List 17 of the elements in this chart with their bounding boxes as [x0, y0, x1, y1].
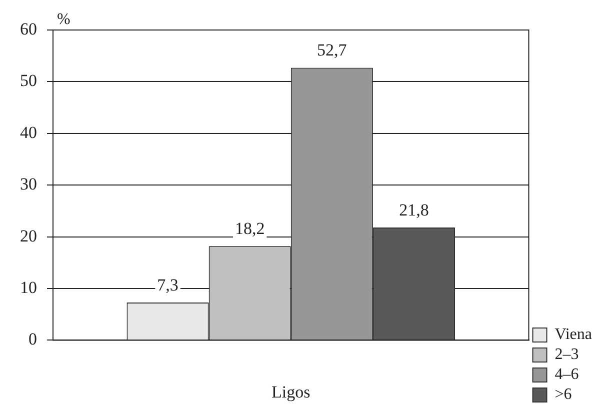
- y-tick-label: 30: [20, 174, 37, 194]
- y-tick-label: 60: [20, 19, 37, 38]
- y-tick-label: 40: [20, 122, 37, 142]
- data-label: 18,2: [234, 219, 265, 238]
- y-axis-title: %: [57, 11, 70, 28]
- legend-label: 2–3: [554, 346, 579, 364]
- y-tick-label: 50: [20, 71, 37, 90]
- x-axis-title: Ligos: [272, 382, 310, 402]
- legend-label: >6: [554, 386, 572, 404]
- y-tick-label: 0: [28, 330, 37, 349]
- data-label: 52,7: [317, 40, 348, 60]
- data-label: 21,8: [399, 200, 429, 220]
- y-tick-label: 20: [20, 226, 37, 246]
- legend-label: 4–6: [554, 366, 579, 384]
- data-label: 7,3: [157, 275, 178, 294]
- legend-label: Viena: [554, 326, 592, 344]
- y-tick-label: 10: [20, 278, 37, 297]
